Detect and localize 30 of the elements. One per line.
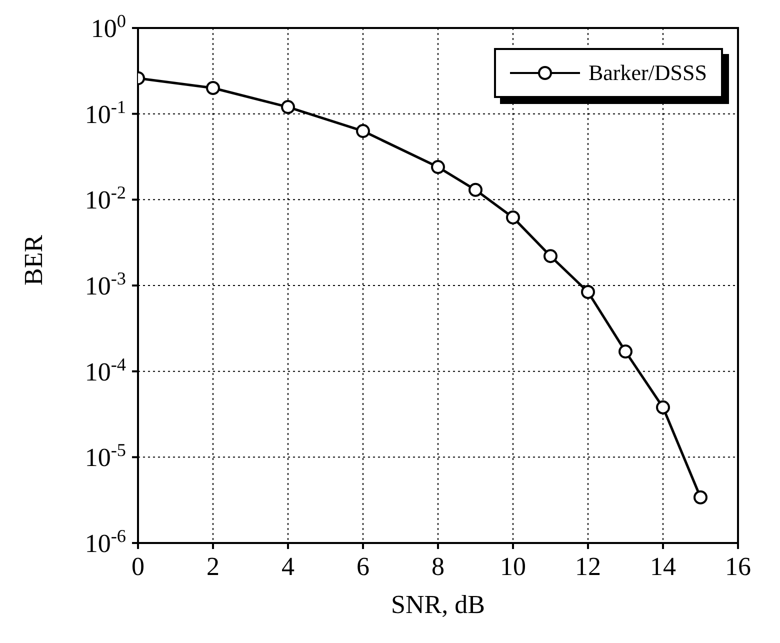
point	[281, 100, 295, 114]
y-axis-title: BER	[19, 234, 48, 286]
x-tick-label: 6	[356, 552, 370, 581]
y-tick-label: 10$^{-1}$	[84, 96, 126, 129]
x-tick-label: 16	[725, 552, 751, 581]
point	[618, 344, 632, 359]
point	[431, 160, 445, 174]
point	[506, 210, 520, 224]
point	[206, 80, 220, 95]
point	[656, 400, 670, 414]
point	[468, 182, 482, 197]
y-tick-label: 10$^{-6}$	[84, 526, 126, 558]
x-tick-label: 8	[432, 552, 444, 581]
y-tick-label: 10$^{0}$	[90, 11, 126, 43]
x-tick-label: 2	[206, 552, 220, 581]
x-tick-label: 12	[575, 552, 601, 581]
point	[581, 285, 595, 299]
point	[544, 249, 558, 264]
x-tick-label: 0	[132, 552, 144, 581]
legend-label: Barker/DSSS	[588, 60, 707, 86]
x-tick-label: 4	[282, 552, 294, 581]
x-axis-title: SNR, dB	[391, 590, 485, 619]
point	[356, 124, 370, 138]
x-tick-label: 14	[650, 552, 676, 581]
x-tick-label: 10	[500, 552, 526, 581]
y-tick-label: 10$^{-5}$	[84, 440, 126, 472]
y-tick-label: 10$^{-2}$	[84, 182, 126, 215]
y-tick-label: 10$^{-3}$	[84, 268, 126, 300]
point	[694, 490, 708, 504]
y-tick-label: 10$^{-4}$	[84, 354, 126, 386]
